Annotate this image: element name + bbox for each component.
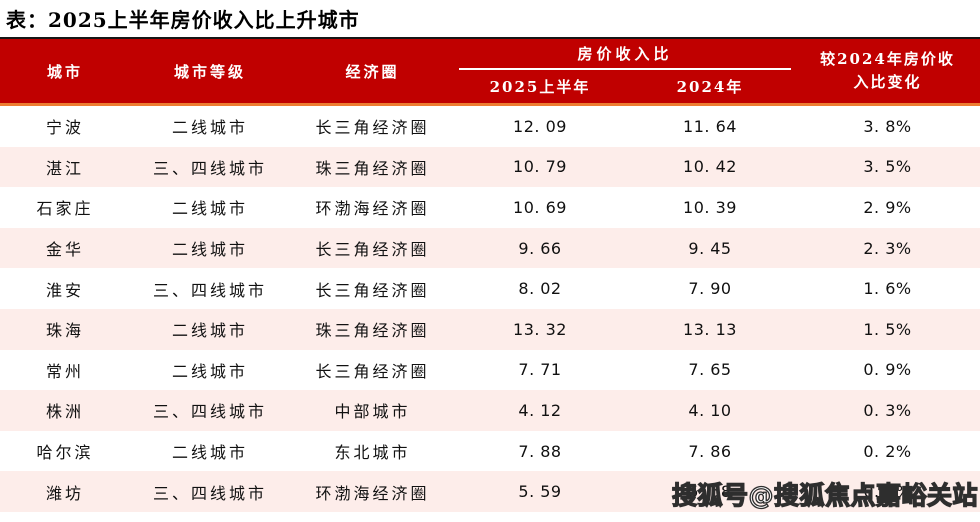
table-row: 哈尔滨 二线城市 东北城市 7. 88 7. 86 0. 2% — [0, 431, 980, 472]
table-row: 潍坊 三、四线城市 环渤海经济圈 5. 59 5. 58 0. 2% — [0, 471, 980, 512]
circle-cell: 长三角经济圈 — [315, 240, 430, 260]
col-header-change-label: 较2024年房价收入比变化 — [820, 49, 955, 91]
sohu-watermark: 搜狐号@搜狐焦点嘉峪关站 — [671, 480, 978, 510]
ratio-2024-cell: 7. 86 — [688, 441, 732, 461]
change-cell: 0. 2% — [863, 441, 912, 461]
table-row: 石家庄 二线城市 环渤海经济圈 10. 69 10. 39 2. 9% — [0, 187, 980, 228]
ratio-2024-cell: 11. 64 — [683, 116, 737, 136]
circle-cell: 珠三角经济圈 — [315, 321, 430, 341]
change-cell: 3. 5% — [863, 157, 912, 177]
tier-cell: 二线城市 — [171, 443, 248, 463]
city-cell: 湛江 — [45, 158, 84, 178]
table-header: 城市 城市等级 经济圈 房价收入比 2025上半年 2024年 较2024年房价… — [0, 37, 980, 106]
ratio-2025-cell: 4. 12 — [518, 400, 562, 420]
circle-cell: 环渤海经济圈 — [315, 483, 430, 503]
circle-cell: 珠三角经济圈 — [315, 158, 430, 178]
ratio-2024-cell: 7. 65 — [688, 360, 732, 380]
group-header-label: 房价收入比 — [459, 39, 791, 70]
ratio-2024-cell: 10. 42 — [683, 157, 737, 177]
city-cell: 宁波 — [45, 118, 84, 138]
change-cell: 2. 3% — [863, 238, 912, 258]
table-row: 金华 二线城市 长三角经济圈 9. 66 9. 45 2. 3% — [0, 227, 980, 269]
ratio-2024-cell: 10. 39 — [683, 197, 737, 217]
col-header-city: 城市 — [46, 62, 83, 81]
city-cell: 潍坊 — [45, 483, 84, 503]
table-row: 珠海 二线城市 珠三角经济圈 13. 32 13. 13 1. 5% — [0, 308, 980, 350]
table-row: 株洲 三、四线城市 中部城市 4. 12 4. 10 0. 3% — [0, 390, 980, 431]
ratio-2025-cell: 9. 66 — [518, 238, 562, 258]
tier-cell: 三、四线城市 — [152, 483, 267, 503]
circle-cell: 长三角经济圈 — [315, 280, 430, 300]
tier-cell: 二线城市 — [171, 321, 248, 341]
city-cell: 株洲 — [45, 402, 84, 422]
tier-cell: 二线城市 — [171, 240, 248, 260]
ratio-2025-cell: 10. 79 — [513, 157, 567, 177]
change-cell: 0. 3% — [863, 400, 912, 420]
table-row: 宁波 二线城市 长三角经济圈 12. 09 11. 64 3. 8% — [0, 106, 980, 147]
change-cell: 3. 8% — [863, 116, 912, 136]
ratio-2024-cell: 7. 90 — [688, 279, 732, 299]
circle-cell: 中部城市 — [334, 402, 411, 422]
col-header-city-tier: 城市等级 — [173, 62, 246, 81]
city-cell: 珠海 — [45, 321, 84, 341]
table-body: 宁波 二线城市 长三角经济圈 12. 09 11. 64 3. 8% 湛江 三、… — [0, 106, 980, 512]
ratio-2024-cell: 5. 58 — [688, 482, 732, 502]
tier-cell: 三、四线城市 — [152, 158, 267, 178]
ratio-2025-cell: 12. 09 — [513, 116, 567, 136]
ratio-2024-cell: 13. 13 — [683, 319, 737, 339]
ratio-2025-cell: 7. 71 — [518, 360, 562, 380]
change-cell: 0. 9% — [863, 360, 912, 380]
tier-cell: 二线城市 — [171, 361, 248, 381]
circle-cell: 环渤海经济圈 — [315, 199, 430, 219]
table-row: 湛江 三、四线城市 珠三角经济圈 10. 79 10. 42 3. 5% — [0, 146, 980, 188]
change-cell: 1. 5% — [863, 319, 912, 339]
ratio-2025-cell: 8. 02 — [518, 279, 562, 299]
circle-cell: 长三角经济圈 — [315, 118, 430, 138]
col-header-2024: 2024年 — [676, 78, 744, 96]
city-cell: 淮安 — [45, 280, 84, 300]
price-income-ratio-table: 城市 城市等级 经济圈 房价收入比 2025上半年 2024年 较2024年房价… — [0, 37, 980, 512]
tier-cell: 二线城市 — [171, 199, 248, 219]
group-subheaders: 2025上半年 2024年 — [455, 70, 795, 103]
table-row: 常州 二线城市 长三角经济圈 7. 71 7. 65 0. 9% — [0, 350, 980, 391]
city-cell: 金华 — [45, 240, 84, 260]
ratio-2025-cell: 5. 59 — [518, 482, 562, 502]
ratio-2024-cell: 4. 10 — [688, 400, 732, 420]
change-cell: 1. 6% — [863, 279, 912, 299]
tier-cell: 二线城市 — [171, 118, 248, 138]
col-header-change-vs-2024: 较2024年房价收入比变化 — [795, 39, 980, 103]
col-header-economic-circle: 经济圈 — [345, 62, 400, 81]
city-cell: 常州 — [45, 361, 84, 381]
col-group-price-income-ratio: 房价收入比 2025上半年 2024年 — [455, 39, 795, 103]
page-title: 表：2025上半年房价收入比上升城市 — [6, 8, 360, 32]
tier-cell: 三、四线城市 — [152, 402, 267, 422]
city-cell: 石家庄 — [36, 199, 94, 219]
ratio-2024-cell: 9. 45 — [688, 238, 732, 258]
circle-cell: 东北城市 — [334, 443, 411, 463]
ratio-2025-cell: 13. 32 — [513, 319, 567, 339]
circle-cell: 长三角经济圈 — [315, 361, 430, 381]
tier-cell: 三、四线城市 — [152, 280, 267, 300]
change-cell: 2. 9% — [863, 197, 912, 217]
table-row: 淮安 三、四线城市 长三角经济圈 8. 02 7. 90 1. 6% — [0, 268, 980, 309]
city-cell: 哈尔滨 — [36, 443, 94, 463]
ratio-2025-cell: 10. 69 — [513, 197, 567, 217]
ratio-2025-cell: 7. 88 — [518, 441, 562, 461]
col-header-2025h1: 2025上半年 — [489, 78, 591, 96]
change-cell: 0. 2% — [863, 482, 912, 502]
